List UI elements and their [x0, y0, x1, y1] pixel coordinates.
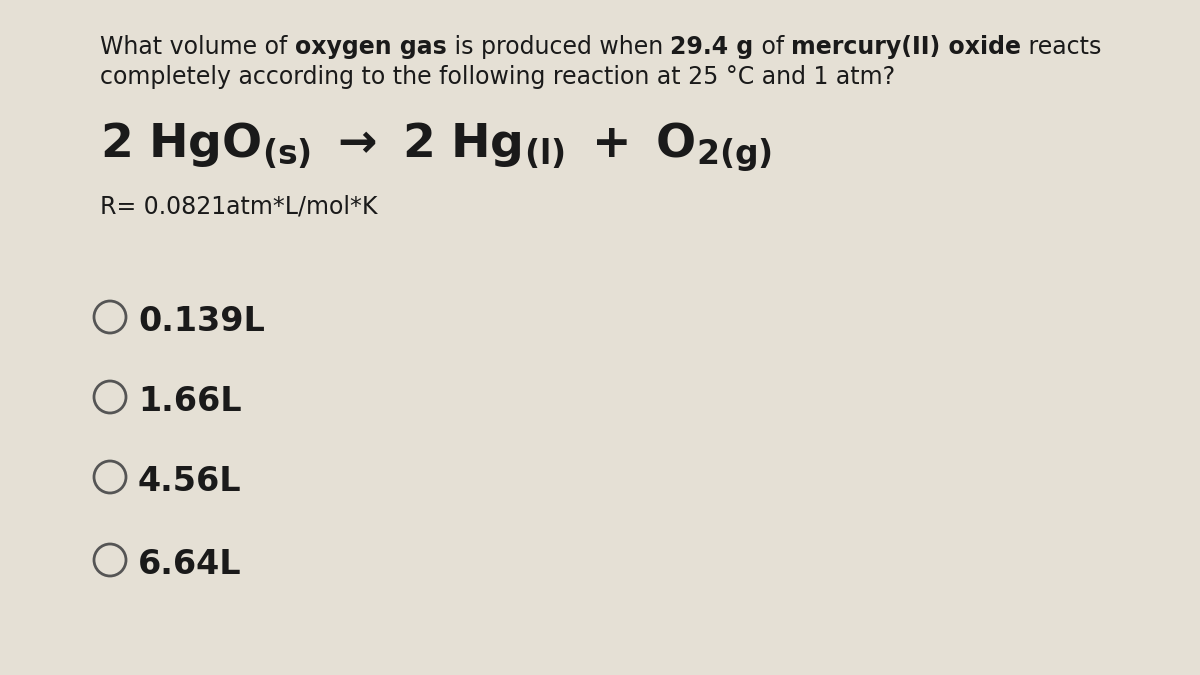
Text: 0.139L: 0.139L [138, 305, 265, 338]
Text: What volume of: What volume of [100, 35, 295, 59]
Text: 4.56L: 4.56L [138, 465, 241, 498]
Text: 1.66L: 1.66L [138, 385, 241, 418]
Text: 6.64L: 6.64L [138, 548, 241, 581]
Text: is produced when: is produced when [446, 35, 671, 59]
Text: reacts: reacts [1021, 35, 1102, 59]
Text: completely according to the following reaction at 25 °C and 1 atm?: completely according to the following re… [100, 65, 895, 89]
Text: of: of [754, 35, 791, 59]
Text: 29.4 g: 29.4 g [671, 35, 754, 59]
Text: $\mathbf{2\ HgO_{(s)}\ \rightarrow\ 2\ Hg_{(l)}\ +\ O_{2(g)}}$: $\mathbf{2\ HgO_{(s)}\ \rightarrow\ 2\ H… [100, 120, 773, 173]
Text: R= 0.0821atm*L/mol*K: R= 0.0821atm*L/mol*K [100, 195, 378, 219]
Text: mercury(II) oxide: mercury(II) oxide [791, 35, 1021, 59]
Text: oxygen gas: oxygen gas [295, 35, 446, 59]
